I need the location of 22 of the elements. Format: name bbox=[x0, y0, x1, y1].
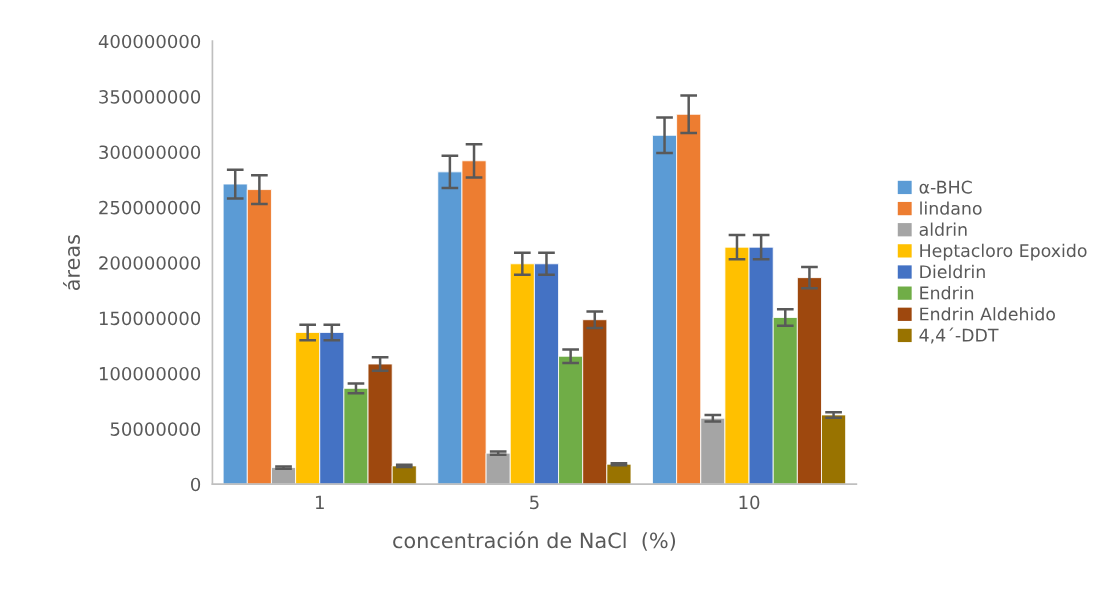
x-tick-label: 10 bbox=[739, 495, 760, 510]
y-tick-label: 50000000 bbox=[110, 422, 201, 436]
legend-label: lindano bbox=[920, 201, 982, 215]
legend-label: Endrin Aldehido bbox=[920, 307, 1055, 321]
x-axis-title: concentración de NaCl (%) bbox=[393, 531, 676, 551]
legend-label: Dieldrin bbox=[920, 264, 985, 279]
legend-label: 4,4´-DDT bbox=[919, 327, 999, 344]
y-tick-label: 100000000 bbox=[99, 366, 201, 381]
legend-label: Endrin bbox=[920, 285, 974, 300]
x-tick-label: 5 bbox=[530, 495, 539, 510]
y-tick-label: 200000000 bbox=[99, 256, 201, 270]
y-tick-label: 300000000 bbox=[99, 145, 201, 160]
y-axis-title: áreas bbox=[63, 235, 80, 291]
legend-label: Heptacloro Epoxido bbox=[920, 243, 1087, 261]
legend-label: α-BHC bbox=[919, 180, 972, 194]
x-tick-label: 1 bbox=[315, 495, 324, 509]
y-tick-label: 350000000 bbox=[99, 90, 201, 104]
y-tick-label: 150000000 bbox=[99, 311, 201, 326]
y-tick-label: 0 bbox=[191, 477, 201, 492]
y-tick-label: 250000000 bbox=[99, 200, 201, 215]
legend-label: aldrin bbox=[919, 222, 967, 236]
y-tick-label: 400000000 bbox=[98, 34, 201, 49]
